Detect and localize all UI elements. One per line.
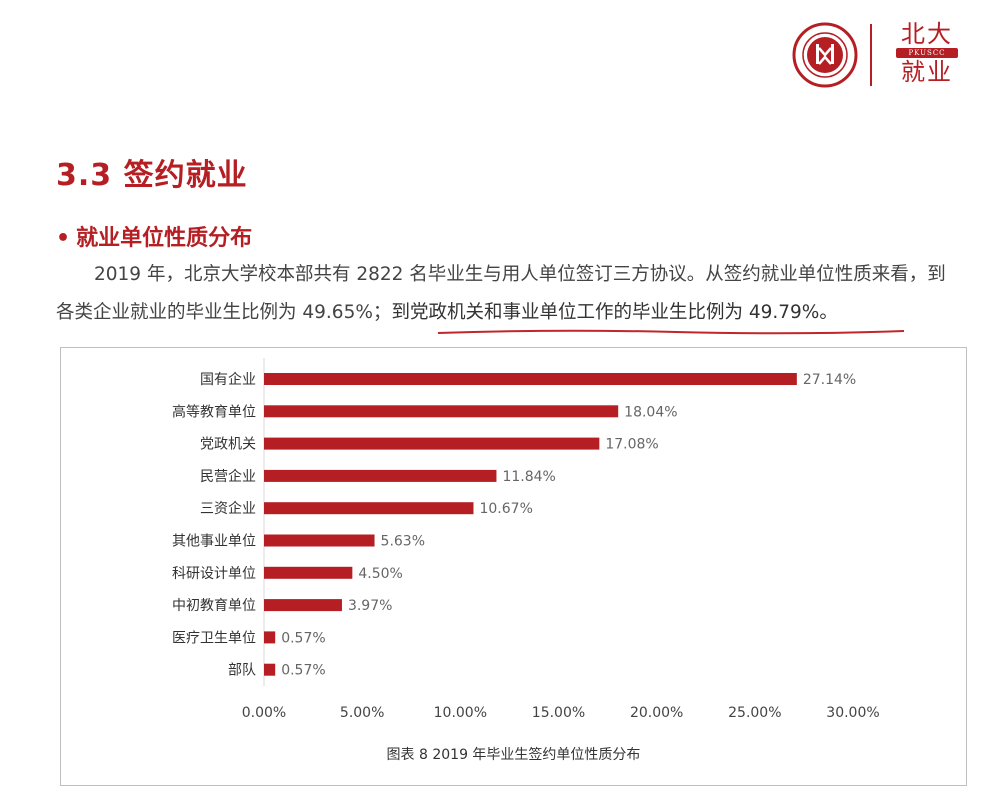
x-tick-label: 20.00% xyxy=(630,705,683,721)
logo-line-2: PKUSCC xyxy=(896,48,958,58)
bar xyxy=(264,599,342,612)
category-label: 国有企业 xyxy=(200,371,256,388)
sub-title-text: 就业单位性质分布 xyxy=(76,226,253,251)
section-title: 3.3 签约就业 xyxy=(56,158,248,193)
chart-caption: 图表 8 2019 年毕业生签约单位性质分布 xyxy=(386,747,641,763)
pkuscc-logo: 北大 PKUSCC 就业 xyxy=(892,20,962,88)
value-label: 4.50% xyxy=(358,566,402,582)
bar xyxy=(264,566,353,579)
x-tick-label: 10.00% xyxy=(434,705,487,721)
bar xyxy=(264,502,474,515)
bar xyxy=(264,534,375,547)
value-label: 0.57% xyxy=(281,663,325,679)
value-label: 17.08% xyxy=(605,437,658,453)
bar xyxy=(264,663,276,676)
x-tick-label: 5.00% xyxy=(340,705,384,721)
category-label: 民营企业 xyxy=(200,468,256,485)
value-label: 27.14% xyxy=(803,372,856,388)
value-label: 10.67% xyxy=(479,501,532,517)
value-label: 5.63% xyxy=(381,534,425,550)
category-label: 党政机关 xyxy=(200,437,256,453)
value-label: 3.97% xyxy=(348,598,392,614)
paragraph-part-1: 2019 年，北京大学校本部共有 2822 名毕业生与用人单位签订三方协议。从签… xyxy=(56,264,946,323)
bar xyxy=(264,631,276,644)
paragraph-highlight: 到党政机关和事业单位工作的毕业生比例为 49.79%。 xyxy=(391,302,838,323)
value-label: 11.84% xyxy=(502,469,555,485)
bar xyxy=(264,373,797,385)
value-label: 18.04% xyxy=(624,404,677,420)
handdrawn-underline xyxy=(437,329,905,335)
peking-university-seal-icon xyxy=(792,22,858,88)
bar xyxy=(264,437,600,450)
x-tick-label: 15.00% xyxy=(532,705,585,721)
category-label: 医疗卫生单位 xyxy=(172,630,256,646)
sub-title: • 就业单位性质分布 xyxy=(56,220,252,252)
bar-chart: 国有企业 27.14% 高等教育单位 18.04% 党政机关 17.08% 民营企业 11.8… xyxy=(172,358,880,721)
logo-divider xyxy=(870,24,872,86)
value-label: 0.57% xyxy=(281,630,325,646)
bar xyxy=(264,405,619,418)
category-label: 中初教育单位 xyxy=(172,597,256,614)
category-label: 其他事业单位 xyxy=(172,534,256,550)
x-tick-label: 25.00% xyxy=(728,705,781,721)
logo-line-3: 就业 xyxy=(901,58,953,86)
category-label: 科研设计单位 xyxy=(172,566,256,582)
category-label: 高等教育单位 xyxy=(172,403,256,420)
x-tick-label: 30.00% xyxy=(826,705,879,721)
category-label: 部队 xyxy=(228,663,256,679)
x-tick-label: 0.00% xyxy=(242,705,286,721)
category-label: 三资企业 xyxy=(200,500,256,517)
body-paragraph: 2019 年，北京大学校本部共有 2822 名毕业生与用人单位签订三方协议。从签… xyxy=(56,256,956,332)
bar xyxy=(264,469,497,482)
chart-frame: 国有企业 27.14% 高等教育单位 18.04% 党政机关 17.08% 民营企业 11.8… xyxy=(60,347,967,786)
bullet-icon: • xyxy=(56,226,71,251)
logo-line-1: 北大 xyxy=(901,20,953,48)
